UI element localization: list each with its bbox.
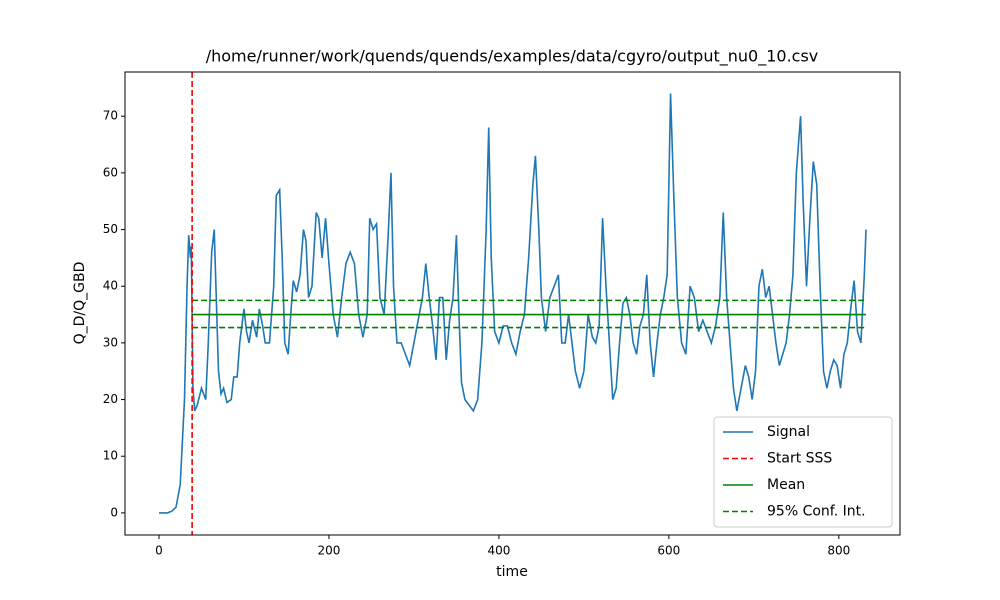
x-axis-label: time [496,564,528,580]
x-tick-label: 400 [487,544,510,558]
legend-label: Start SSS [767,451,832,467]
y-tick-label: 50 [103,222,118,236]
signal-line [158,93,867,514]
y-tick-label: 0 [110,505,118,519]
chart-title: /home/runner/work/quends/quends/examples… [206,47,819,67]
x-tick-label: 200 [317,544,340,558]
legend-label: 95% Conf. Int. [767,504,866,520]
y-tick-label: 60 [103,165,118,179]
x-tick-label: 600 [657,544,680,558]
y-tick-label: 10 [103,449,118,463]
y-tick-label: 40 [103,279,118,293]
y-tick-label: 20 [103,392,118,406]
legend-box [713,416,893,528]
plot-frame [124,71,901,536]
y-axis-label: Q_D/Q_GBD [72,262,88,345]
legend-label: Mean [767,477,805,493]
y-tick-label: 70 [103,109,118,123]
legend-label: Signal [767,424,810,440]
y-tick-label: 30 [103,335,118,349]
x-tick-label: 0 [155,544,163,558]
x-tick-label: 800 [827,544,850,558]
